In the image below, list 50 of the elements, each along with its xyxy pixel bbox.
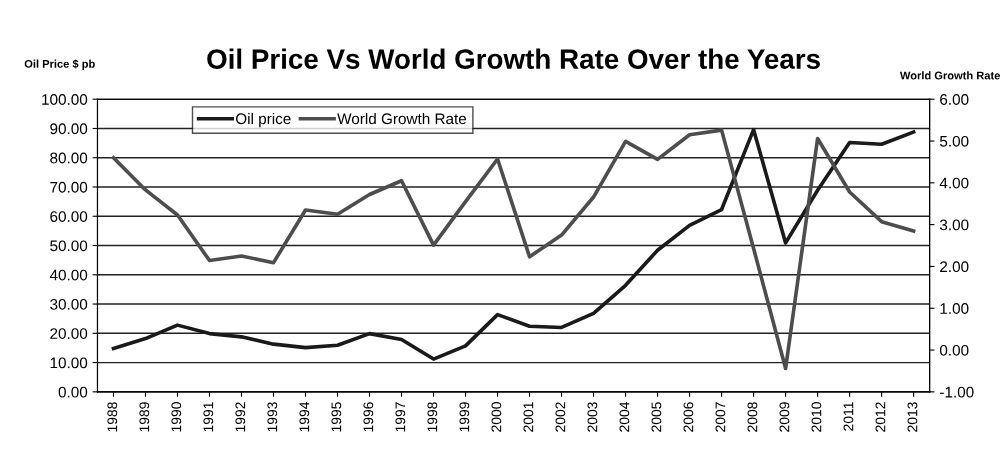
y2-tick-label: 2.00 bbox=[940, 261, 969, 273]
x-tick-label: 2003 bbox=[587, 402, 598, 432]
y2-tick-label: 1.00 bbox=[940, 303, 969, 314]
y-axis-title: Oil Price $ pb bbox=[24, 59, 95, 70]
x-tick-label: 1989 bbox=[139, 402, 150, 432]
x-tick-label: 1995 bbox=[331, 402, 342, 432]
legend-label: Oil price bbox=[236, 112, 291, 128]
x-tick-label: 2001 bbox=[523, 402, 534, 432]
x-tick-label: 1990 bbox=[171, 402, 182, 432]
y-tick-label: 30.00 bbox=[50, 298, 88, 310]
y-tick-label: 70.00 bbox=[50, 181, 88, 193]
x-tick-label: 1992 bbox=[235, 402, 246, 432]
x-tick-label: 1988 bbox=[107, 402, 118, 432]
y-tick-label: 0.00 bbox=[58, 386, 88, 398]
x-tick-label: 2005 bbox=[651, 402, 662, 432]
x-tick-label: 2011 bbox=[843, 402, 854, 431]
x-tick-label: 1996 bbox=[363, 402, 374, 432]
y-tick-label: 90.00 bbox=[50, 123, 88, 135]
chart-title: Oil Price Vs World Growth Rate Over the Years bbox=[207, 48, 820, 69]
y-tick-label: 100.00 bbox=[42, 94, 88, 105]
x-tick-label: 2008 bbox=[747, 402, 758, 432]
x-tick-label: 2009 bbox=[779, 402, 790, 432]
x-tick-label: 1991 bbox=[203, 402, 214, 432]
y-tick-label: 80.00 bbox=[50, 152, 88, 164]
y-tick-label: 40.00 bbox=[49, 269, 88, 281]
y-tick-label: 60.00 bbox=[50, 211, 88, 222]
x-tick-label: 2000 bbox=[491, 402, 502, 432]
x-tick-label: 2010 bbox=[811, 402, 822, 432]
x-tick-label: 2002 bbox=[555, 402, 566, 432]
y2-tick-label: -1.00 bbox=[940, 386, 974, 398]
x-tick-label: 1993 bbox=[267, 402, 278, 432]
legend-label: World Growth Rate bbox=[337, 112, 467, 125]
y2-tick-label: 0.00 bbox=[939, 344, 969, 356]
x-tick-label: 1999 bbox=[459, 402, 470, 432]
x-tick-label: 2007 bbox=[715, 402, 726, 432]
y-tick-label: 50.00 bbox=[50, 240, 88, 252]
x-tick-label: 1997 bbox=[395, 402, 406, 432]
y2-tick-label: 3.00 bbox=[939, 219, 969, 231]
y2-tick-label: 6.00 bbox=[940, 94, 969, 105]
x-tick-label: 1998 bbox=[427, 402, 438, 432]
x-tick-label: 2013 bbox=[907, 402, 918, 432]
x-tick-label: 2006 bbox=[683, 402, 694, 432]
x-tick-label: 2012 bbox=[875, 402, 886, 432]
y-tick-label: 20.00 bbox=[50, 328, 88, 339]
x-tick-label: 2004 bbox=[619, 401, 630, 432]
y2-tick-label: 4.00 bbox=[939, 177, 969, 189]
y2-axis-title: World Growth Rate bbox=[899, 71, 1000, 80]
y2-tick-label: 5.00 bbox=[939, 135, 969, 147]
x-tick-label: 1994 bbox=[299, 401, 310, 432]
y-tick-label: 10.00 bbox=[50, 357, 88, 369]
